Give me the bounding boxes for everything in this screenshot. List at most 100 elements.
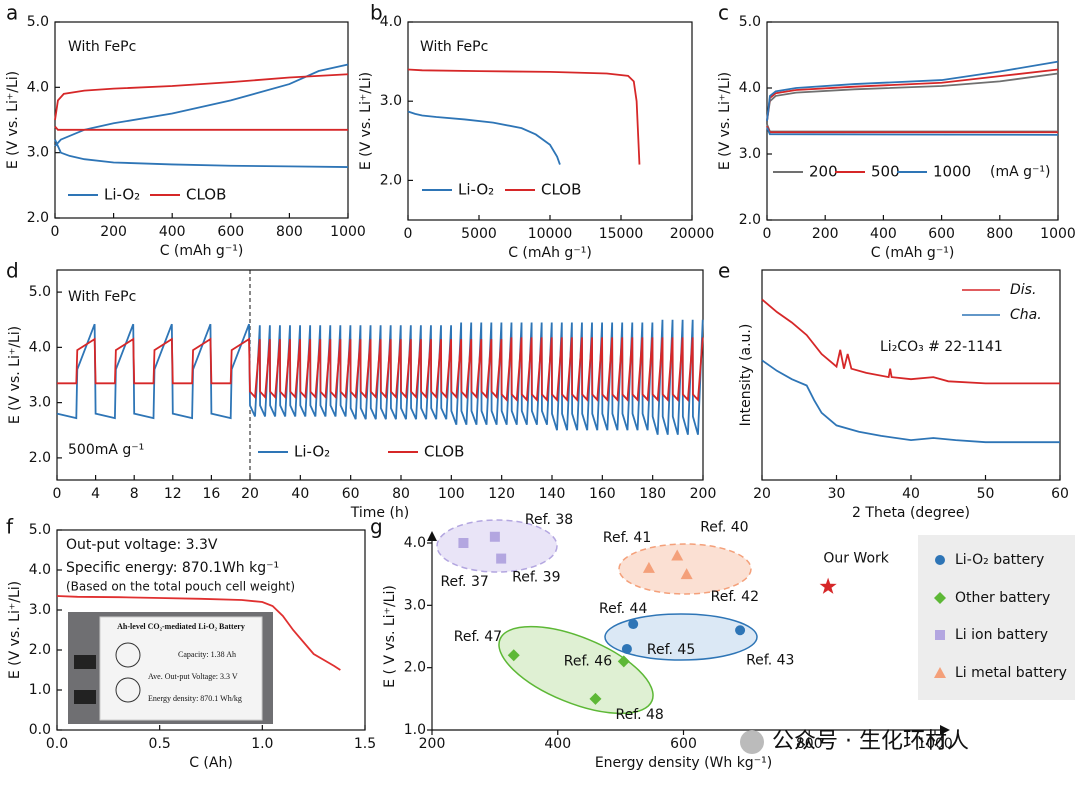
point-label: Ref. 48 [615, 707, 663, 723]
point-label: Ref. 38 [525, 512, 573, 528]
x-axis-label: 2 Theta (degree) [852, 505, 970, 521]
y-tick-label: 2.0 [739, 212, 761, 228]
y-tick-label: 5.0 [29, 284, 51, 300]
x-tick-label: 60 [342, 486, 360, 502]
x-tick-label: 16 [202, 486, 220, 502]
x-tick-label: 1.5 [354, 736, 376, 752]
plot-frame [56, 269, 704, 481]
point-label: Ref. 46 [564, 653, 612, 669]
y-tick-label: 3.0 [27, 145, 49, 161]
legend-label: Li-O₂ [294, 443, 330, 461]
point [934, 667, 946, 678]
x-tick-label: 1000 [330, 224, 366, 240]
x-tick-label: 0.0 [46, 736, 68, 752]
point-label: Ref. 42 [711, 589, 759, 605]
y-tick-label: 0.0 [29, 722, 51, 738]
x-tick-label: 15000 [599, 226, 644, 242]
x-tick-label: 200 [690, 486, 717, 502]
point-label: Ref. 37 [440, 574, 488, 590]
y-tick-label: 3.0 [29, 395, 51, 411]
y-tick-label: 2.0 [27, 210, 49, 226]
point [671, 549, 684, 561]
x-tick-label: 40 [902, 486, 920, 502]
annotation: With FePc [68, 39, 136, 55]
legend-label: Li-O₂ battery [955, 552, 1044, 568]
series-line [407, 110, 561, 165]
point-label: Ref. 39 [512, 570, 560, 586]
y-tick-label: 3.0 [29, 602, 51, 618]
x-tick-label: 0 [53, 486, 62, 502]
photo-text: Ave. Out-put Voltage: 3.3 V [148, 672, 238, 681]
our-work-star [819, 577, 837, 594]
x-axis-label: Energy density (Wh kg⁻¹) [595, 755, 772, 771]
y-axis-label: Intensity (a.u.) [738, 324, 754, 427]
group-ellipse [618, 543, 752, 595]
x-tick-label: 200 [419, 736, 446, 752]
y-tick-label: 4.0 [739, 80, 761, 96]
axis-arrow [427, 531, 437, 541]
point [642, 561, 655, 573]
y-tick-label: 2.0 [29, 642, 51, 658]
x-tick-label: 40 [291, 486, 309, 502]
point-label: Ref. 45 [647, 642, 695, 658]
y-tick-label: 2.0 [29, 450, 51, 466]
x-tick-label: 1.0 [251, 736, 273, 752]
point [458, 538, 469, 548]
point [934, 592, 946, 604]
series-line [407, 68, 641, 165]
x-tick-label: 800 [796, 736, 823, 752]
legend-label: CLOB [186, 186, 226, 204]
y-tick-label: 4.0 [29, 339, 51, 355]
point [680, 568, 693, 580]
y-tick-label: 4.0 [380, 14, 402, 30]
x-tick-label: 180 [639, 486, 666, 502]
photo-tab [74, 655, 96, 669]
legend-label: 1000 [933, 163, 971, 181]
point [589, 692, 602, 705]
y-axis-label: E (V vs. Li⁺/Li) [717, 72, 733, 170]
y-tick-label: 5.0 [27, 14, 49, 30]
legend-label: Li-O₂ [458, 181, 494, 199]
y-tick-label: 5.0 [29, 522, 51, 538]
x-tick-label: 600 [217, 224, 244, 240]
legend-label: 200 [809, 163, 838, 181]
y-axis-label: E (V vs. Li⁺/Li) [358, 72, 374, 170]
x-tick-label: 5000 [461, 226, 497, 242]
annotation: (Based on the total pouch cell weight) [66, 580, 295, 594]
x-tick-label: 140 [539, 486, 566, 502]
x-tick-label: 600 [670, 736, 697, 752]
photo-logo [115, 642, 141, 668]
plot-frame [761, 269, 1061, 481]
x-tick-label: 20 [753, 486, 771, 502]
x-tick-label: 8 [130, 486, 139, 502]
x-tick-label: 30 [828, 486, 846, 502]
y-tick-label: 3.0 [404, 597, 426, 613]
y-tick-label: 1.0 [29, 682, 51, 698]
point-label: Ref. 47 [454, 629, 502, 645]
panel-letter: g [370, 515, 383, 539]
y-tick-label: 4.0 [27, 79, 49, 95]
point [935, 555, 945, 565]
x-axis-label: C (Ah) [189, 755, 233, 771]
x-tick-label: 1000 [1040, 226, 1076, 242]
annotation: Specific energy: 870.1Wh kg⁻¹ [66, 560, 279, 576]
photo-logo [115, 677, 141, 703]
y-tick-label: 2.0 [404, 660, 426, 676]
photo-text: Energy density: 870.1 Wh/kg [148, 694, 242, 703]
legend-label: Li metal battery [955, 665, 1067, 681]
axis-arrow [940, 725, 950, 735]
legend-label: CLOB [541, 181, 581, 199]
photo-text: Capacity: 1.38 Ah [178, 650, 236, 659]
x-tick-label: 400 [159, 224, 186, 240]
series-line [54, 63, 349, 168]
series-line [56, 595, 341, 671]
x-tick-label: 600 [928, 226, 955, 242]
y-axis-label: E (V vs. Li⁺/Li) [7, 326, 23, 424]
x-tick-label: 20 [241, 486, 259, 502]
x-tick-label: 0 [763, 226, 772, 242]
x-tick-label: 0 [51, 224, 60, 240]
series-line [54, 73, 349, 131]
y-axis-label: E (V vs. Li⁺/Li) [5, 71, 21, 169]
point [735, 625, 746, 636]
point-label: Ref. 40 [700, 519, 748, 535]
